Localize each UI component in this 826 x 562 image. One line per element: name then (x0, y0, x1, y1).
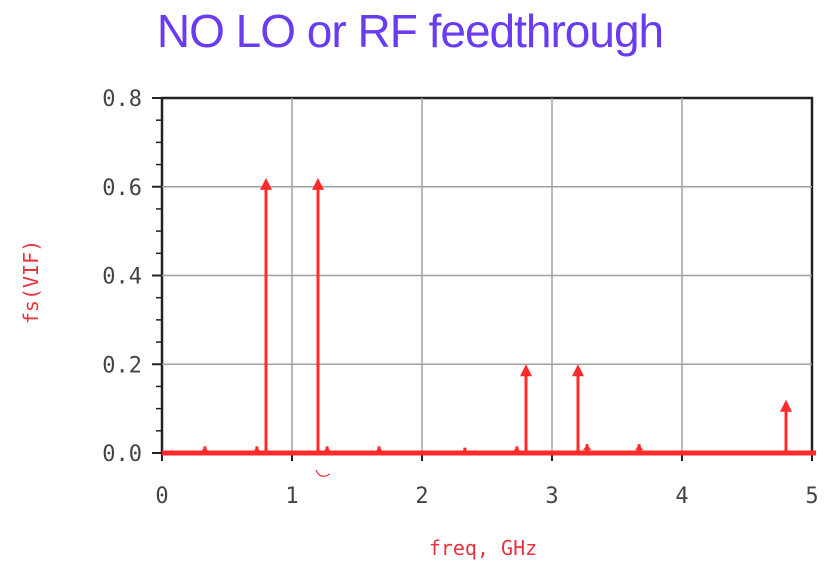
spectral-line-arrowhead (520, 364, 532, 377)
spectral-line-arrowhead (252, 446, 261, 453)
y-tick-label: 0.4 (102, 265, 142, 290)
x-tick-label: 1 (285, 484, 298, 509)
spectral-line-arrowhead (572, 364, 584, 377)
spectral-line-arrowhead (583, 444, 592, 451)
x-tick-label: 5 (805, 484, 818, 509)
y-tick-labels: 0.0 0.2 0.4 0.6 0.8 (102, 87, 162, 467)
spectral-line-arrowhead (323, 446, 332, 453)
x-tick-labels: 0 1 2 3 4 5 (155, 453, 819, 509)
y-tick-label: 0.6 (102, 176, 142, 201)
spectral-line-arrowhead (312, 177, 324, 190)
chart-title: NO LO or RF feedthrough (156, 5, 664, 57)
spectral-line-arrowhead (512, 446, 521, 453)
x-tick-label: 2 (415, 484, 428, 509)
y-tick-label: 0.8 (102, 87, 142, 112)
y-minor-ticks (156, 97, 162, 454)
spectral-lines (200, 177, 792, 454)
y-axis-label: fs(VIF) (19, 240, 43, 324)
spectral-line-arrowhead (635, 444, 644, 451)
spectral-line-arrowhead (200, 446, 209, 453)
x-tick-label: 0 (155, 484, 168, 509)
y-tick-label: 0.0 (102, 442, 142, 467)
grid-lines (162, 98, 812, 453)
stray-pen-mark (315, 469, 331, 477)
x-tick-label: 3 (545, 484, 558, 509)
spectral-line-arrowhead (460, 447, 469, 454)
x-axis-label: freq, GHz (429, 536, 537, 560)
spectral-line-arrowhead (375, 446, 384, 453)
spectral-line-arrowhead (260, 177, 272, 190)
x-tick-label: 4 (675, 484, 688, 509)
y-tick-label: 0.2 (102, 353, 142, 378)
spectral-line-arrowhead (780, 399, 792, 412)
